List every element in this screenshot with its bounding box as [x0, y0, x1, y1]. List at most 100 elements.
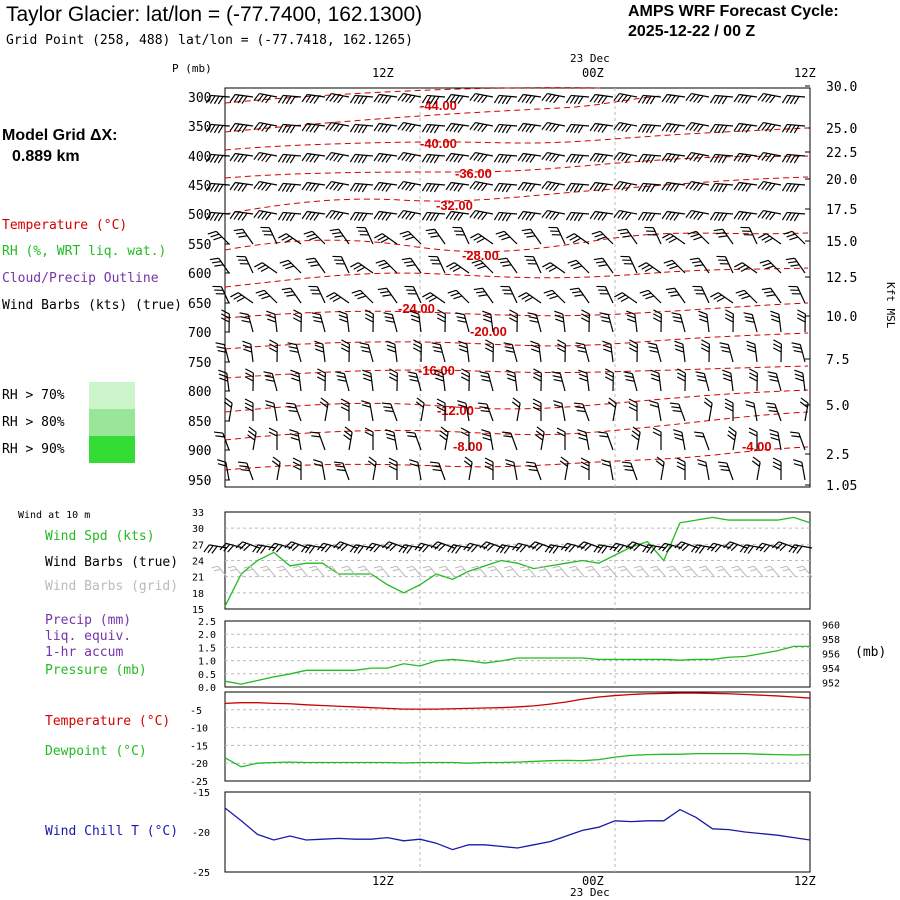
cross-section-wind-barb: [757, 92, 782, 104]
cross-section-wind-barb: [220, 309, 230, 333]
cross-section-wind-barb: [217, 459, 230, 481]
wind-y-tick-label: 24: [192, 557, 204, 568]
cross-section-wind-barb: [445, 93, 470, 104]
cross-section-wind-barb: [511, 397, 521, 422]
mb-unit-label: (mb): [855, 645, 887, 660]
cross-section-wind-barb: [527, 312, 542, 333]
cross-section-wind-barb: [613, 121, 638, 133]
wind-panel-frame: [224, 511, 811, 610]
cross-section-wind-barb: [626, 310, 638, 333]
cross-section-wind-barb: [709, 211, 734, 222]
cross-section-wind-barb: [719, 342, 734, 363]
cross-section-wind-barb: [698, 310, 710, 333]
cross-section-wind-barb: [734, 262, 758, 274]
wind-barb-true: [771, 541, 796, 552]
cross-section-wind-barb: [213, 431, 230, 451]
cross-section-wind-barb: [421, 123, 446, 134]
cross-section-wind-barb: [325, 92, 350, 104]
wind-barb-grid: [747, 565, 764, 578]
wind-y-tick-label: 33: [192, 508, 204, 519]
cross-section-wind-barb: [565, 211, 590, 222]
wind-barb-grid: [373, 565, 390, 578]
cross-section-wind-barb: [556, 427, 566, 450]
cross-section-wind-barb: [703, 397, 713, 422]
rh70-swatch: [89, 382, 135, 409]
cross-section-wind-barb: [709, 94, 734, 105]
cross-section-wind-barb: [374, 233, 398, 245]
wind-barb-grid: [292, 565, 309, 578]
cross-section-wind-barb: [373, 181, 398, 192]
wind-barb-grid: [698, 565, 715, 578]
cross-section-wind-barb: [530, 340, 542, 363]
cross-section-wind-barb: [614, 292, 638, 304]
cross-section-wind-barb: [532, 368, 542, 392]
cross-section-wind-barb: [652, 309, 662, 333]
pressure-y-tick-label: 954: [822, 664, 840, 675]
cross-section-wind-barb: [789, 431, 806, 451]
cross-section-wind-barb: [631, 426, 641, 451]
height-tick-label: 7.5: [826, 353, 849, 368]
wind-barbs-true-label: Wind Barbs (true): [45, 555, 179, 570]
cross-section-wind-barb: [484, 339, 494, 363]
cross-section-wind-barb: [580, 457, 590, 480]
temperature-contour-line: [224, 446, 809, 471]
pressure-tick-label: 800: [188, 385, 211, 400]
cross-section-wind-barb: [319, 397, 329, 422]
legend-rh70: RH > 70%: [2, 388, 65, 403]
cross-section-wind-barb: [722, 369, 734, 392]
cross-section-wind-barb: [580, 309, 590, 333]
cross-section-wind-barb: [673, 429, 686, 451]
cross-section-wind-barb: [497, 257, 518, 274]
cross-section-wind-barb: [541, 121, 566, 133]
cross-section-wind-barb: [311, 312, 326, 333]
cross-section-wind-barb: [769, 429, 782, 451]
wind-barb-true: [447, 544, 471, 554]
cross-section-wind-barb: [397, 180, 422, 192]
cross-section-wind-barb: [791, 342, 806, 363]
cross-section-wind-barb: [361, 400, 374, 422]
cross-section-wind-barb: [349, 94, 374, 105]
cross-section-wind-barb: [445, 152, 470, 163]
pressure-y-tick-label: 960: [822, 621, 840, 632]
cross-section-wind-barb: [781, 123, 806, 134]
wind-panel-title: Wind at 10 m: [18, 510, 91, 521]
temperature-contour-line: [224, 232, 809, 253]
wind-barb-grid: [650, 565, 667, 578]
cross-section-wind-barb: [229, 122, 254, 133]
cross-section-wind-barb: [332, 255, 350, 274]
temperature-contour-label: -32.00: [436, 198, 473, 213]
cross-section-wind-barb: [517, 122, 542, 133]
cross-section-wind-barb: [613, 180, 638, 192]
cross-section-wind-barb: [325, 121, 350, 133]
wind-barbs-grid-label: Wind Barbs (grid): [45, 579, 179, 594]
cross-section-wind-barb: [316, 368, 326, 392]
cross-section-wind-barb: [685, 92, 710, 104]
temperature-contour-line: [224, 127, 809, 151]
cross-section-wind-barb: [781, 94, 806, 105]
cross-section-wind-barb: [758, 233, 782, 245]
temperature-contour-line: [224, 302, 809, 319]
cross-section-wind-barb: [255, 289, 278, 304]
cross-section-wind-barb: [541, 151, 566, 163]
cross-section-wind-barb: [207, 230, 230, 245]
cross-section-wind-barb: [279, 259, 302, 274]
cross-section-wind-barb: [596, 285, 614, 304]
cross-section-wind-barb: [421, 94, 446, 105]
cross-section-wind-barb: [266, 310, 278, 333]
cross-section-wind-barb: [253, 151, 278, 163]
cross-section-wind-barb: [350, 262, 374, 274]
accum-label: 1-hr accum: [45, 645, 124, 660]
height-tick-label: 5.0: [826, 399, 849, 414]
wind-barb-grid: [227, 565, 244, 578]
cross-section-wind-barb: [697, 459, 710, 481]
cross-section-wind-barb: [727, 426, 737, 451]
cross-section-wind-barb: [277, 94, 302, 105]
cross-section-wind-barb: [477, 402, 494, 422]
cross-section-wind-barb: [637, 123, 662, 134]
cross-section-frame: [224, 87, 811, 488]
cross-section-wind-barb: [301, 152, 326, 163]
cross-section-wind-barb: [445, 122, 470, 133]
cross-section-wind-barb: [401, 257, 422, 274]
cross-section-wind-barb: [541, 180, 566, 192]
cross-section-wind-barb: [263, 371, 278, 392]
